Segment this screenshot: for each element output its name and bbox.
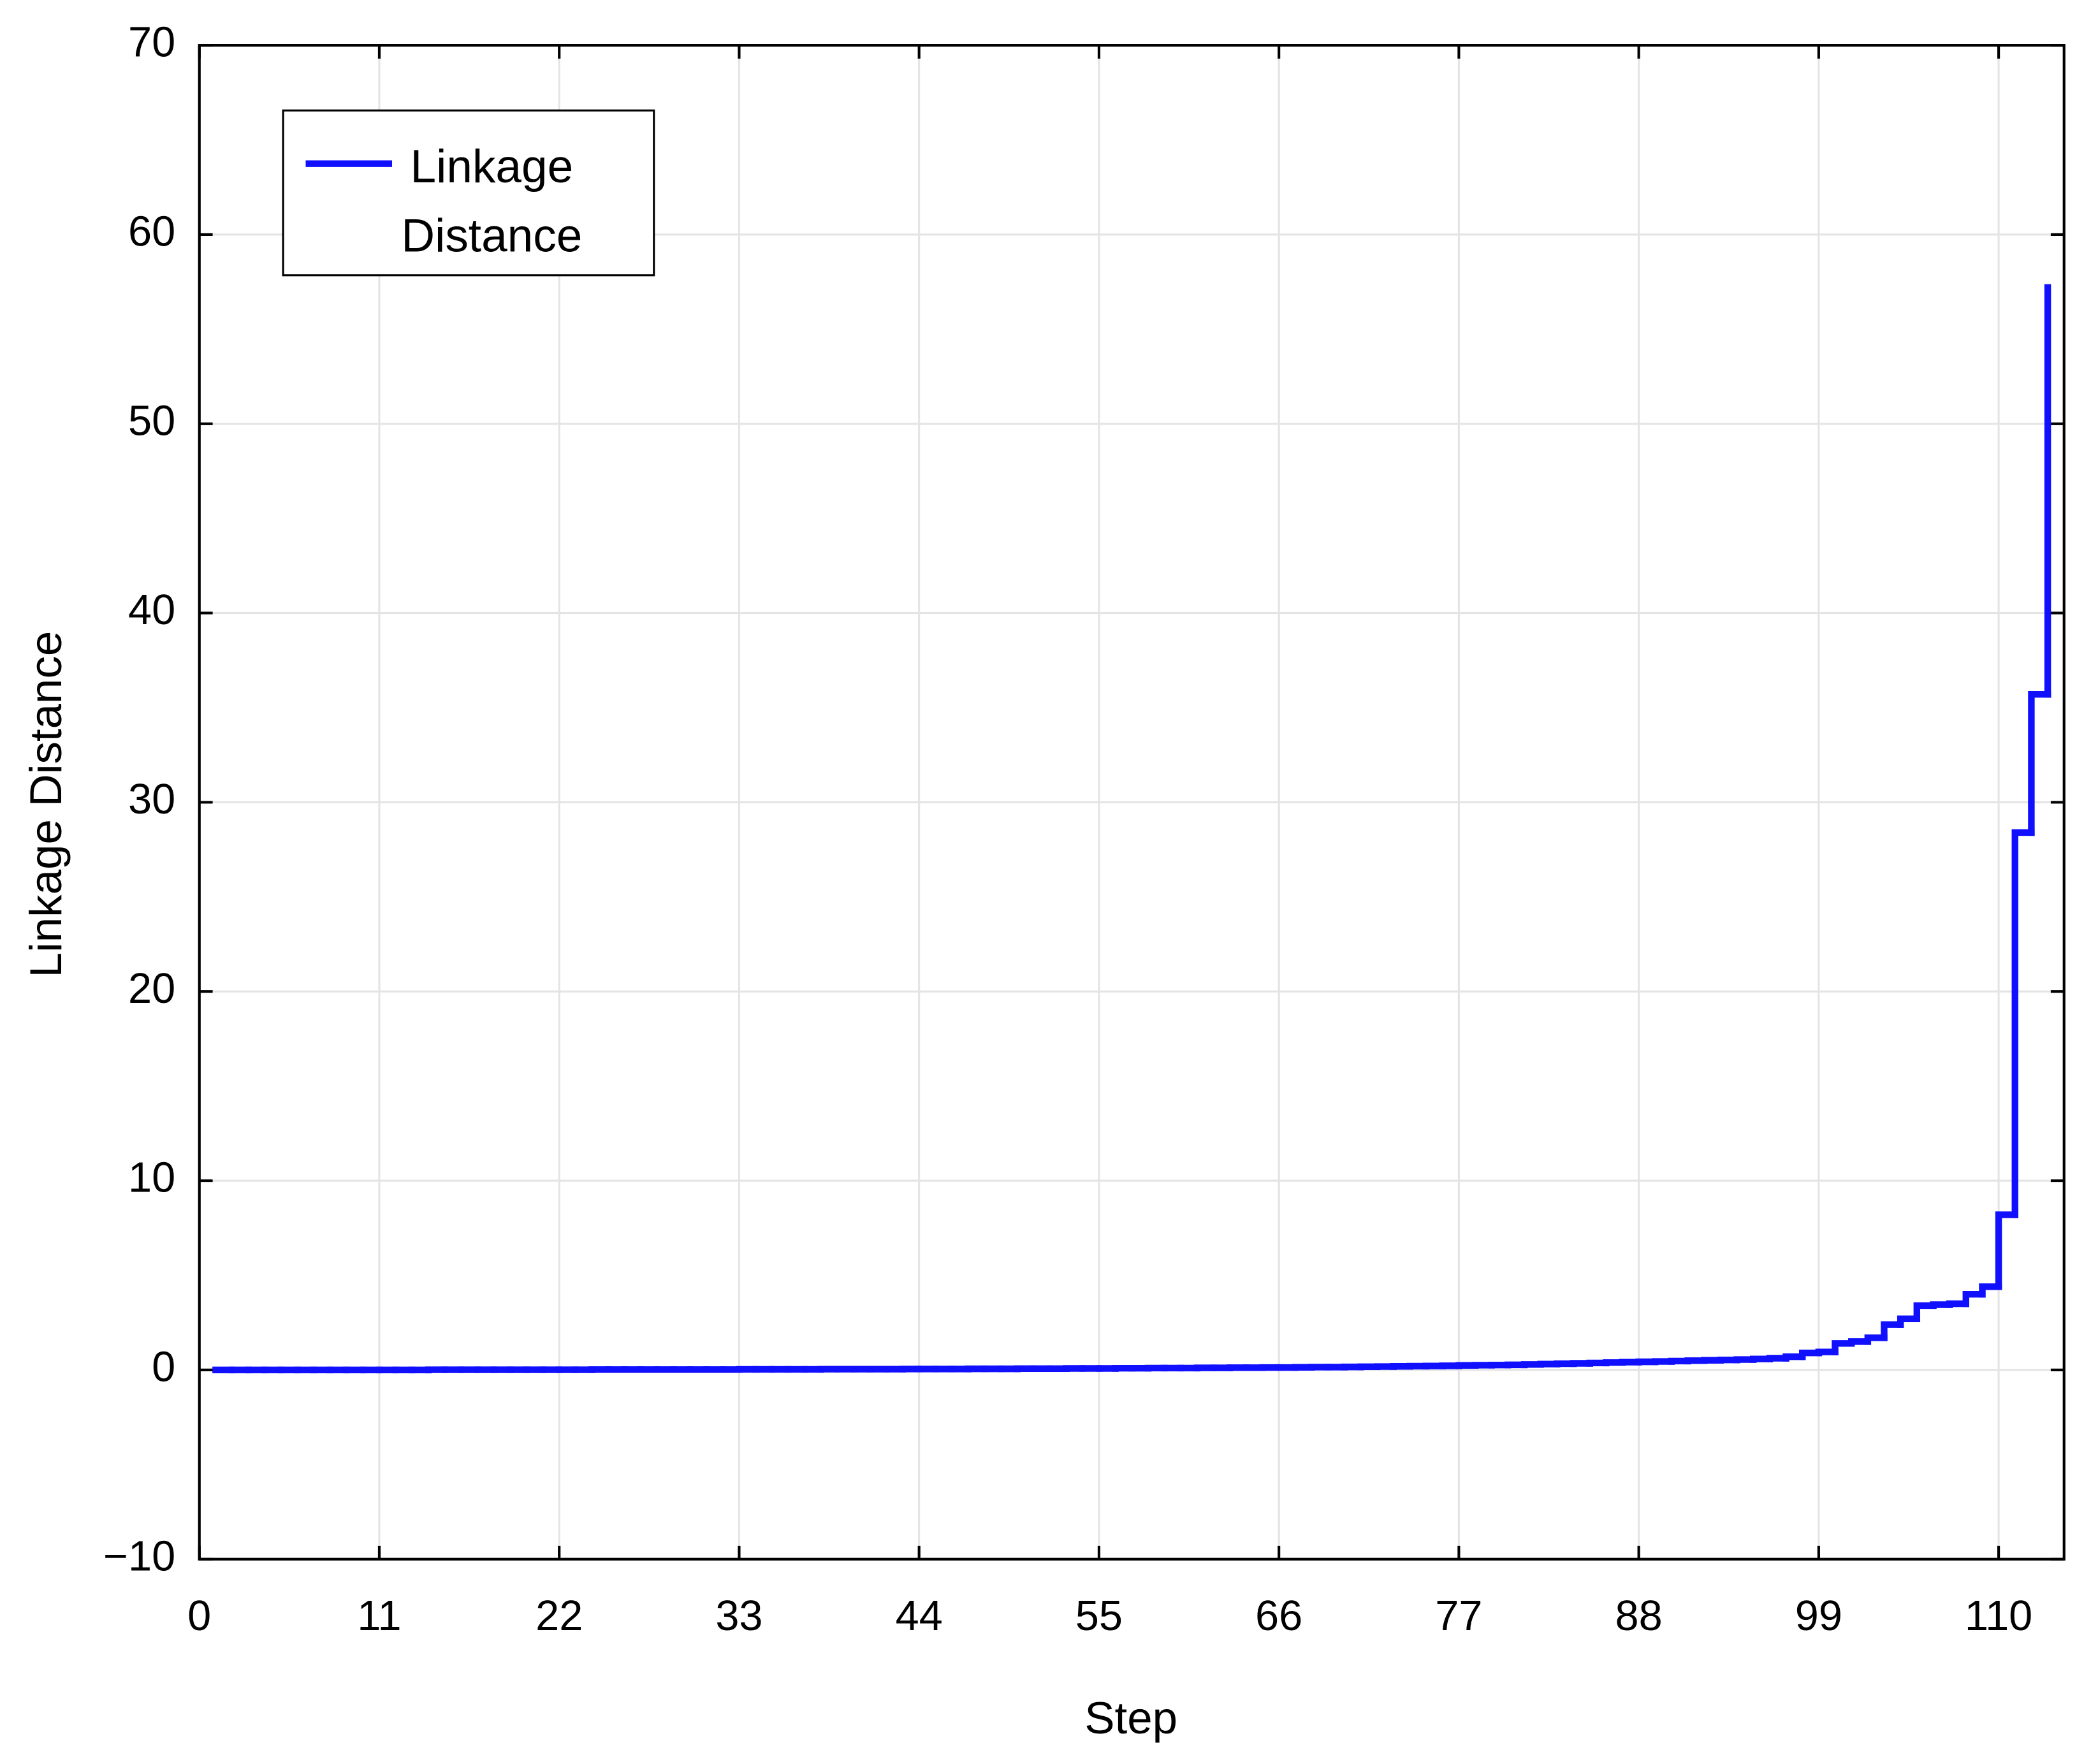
x-tick-label: 44 [896,1593,943,1640]
step-segment [1881,1321,1904,1341]
step-segment [1619,1359,1642,1366]
y-tick-label: −10 [103,1533,175,1580]
step-segment [1798,1349,1823,1360]
x-tick-label: 77 [1435,1593,1482,1640]
legend-box [282,109,655,277]
step-segment [1847,1338,1872,1347]
step-segment [1668,1357,1691,1365]
y-tick-label: 70 [128,19,175,66]
step-segment [1832,1340,1855,1355]
plot [212,284,2051,1374]
x-tick-label: 66 [1255,1593,1302,1640]
step-segment [1701,1357,1724,1364]
step-segment [1782,1353,1806,1362]
step-segment [1962,1290,1986,1308]
step-segment [1766,1355,1789,1362]
step-segment [1815,1348,1839,1357]
step-segment [2011,829,2035,1218]
step-segment [1684,1357,1708,1365]
y-tick-label: 20 [128,965,175,1012]
y-tick-label: 40 [128,587,175,634]
legend-text-box: Linkage Distance [401,141,583,262]
x-axis-label: Step [1084,1693,1177,1744]
step-segment [1930,1301,1953,1309]
x-tick-label: 55 [1075,1593,1123,1640]
legend: Linkage Distance [282,109,655,277]
y-tick-label: 60 [128,208,175,256]
y-axis-label: Linkage Distance [21,631,71,978]
legend-label: Linkage Distance [401,141,583,262]
step-segment [1603,1359,1626,1367]
step-segment [1897,1315,1921,1328]
y-tick-label: 0 [152,1344,175,1391]
step-segment [1520,1361,1544,1369]
step-segment [1995,1211,2018,1290]
step-segment [1913,1302,1937,1322]
step-segment [1586,1359,1610,1367]
step-segment [1537,1360,1561,1368]
step-segment [1750,1355,1774,1363]
x-tick-label: 110 [1965,1593,2032,1640]
y-tick-label: 30 [128,776,175,823]
y-tick-label: 50 [128,397,175,444]
y-tick-label: 10 [128,1155,175,1202]
x-tick-label: 33 [715,1593,762,1640]
step-segment [1864,1334,1888,1345]
step-segment [2028,691,2051,836]
x-tick-label: 99 [1795,1593,1842,1640]
ticks: 0 11 22 33 44 55 66 77 88 99 110 −10 0 10 20 30 40 50 60 70 [103,19,2064,1640]
step-segment [1979,1283,2002,1298]
x-tick-label: 88 [1615,1593,1663,1640]
x-tick-label: 11 [357,1593,401,1640]
x-tick-label: 0 [187,1593,211,1640]
x-tick-label: 22 [536,1593,583,1640]
